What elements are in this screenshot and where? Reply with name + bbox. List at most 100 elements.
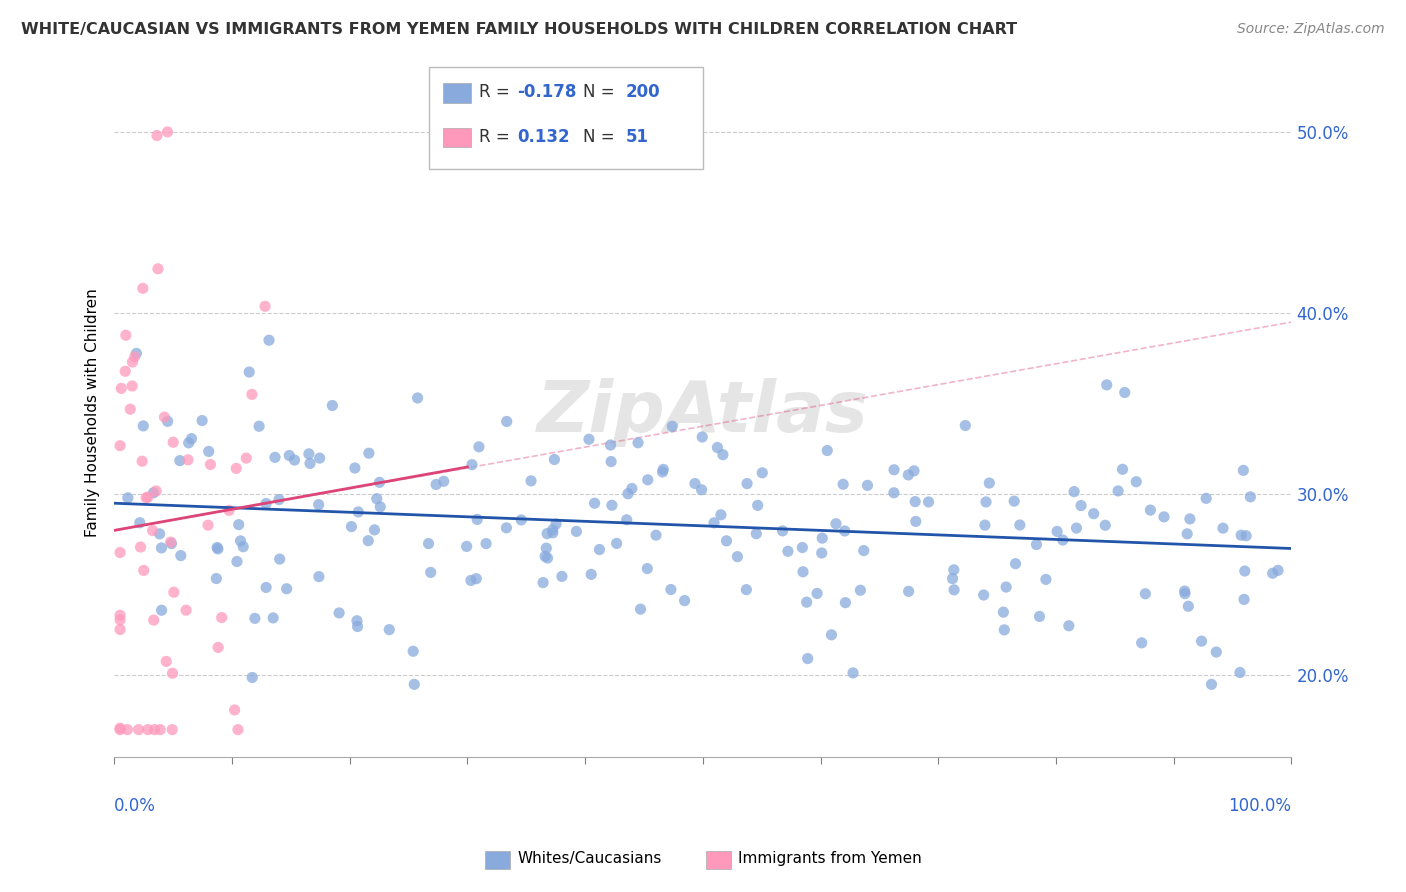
Point: [1201, 677, 1223, 691]
Point: [1174, 587, 1197, 601]
Point: [495, 521, 517, 535]
Point: [772, 524, 794, 538]
Point: [283, 453, 305, 467]
Point: [142, 485, 165, 500]
Point: [368, 475, 391, 490]
Point: [543, 452, 565, 467]
Point: [856, 478, 879, 492]
Point: [811, 531, 834, 545]
Text: -0.178: -0.178: [517, 83, 576, 101]
Point: [1046, 524, 1069, 539]
Point: [1063, 484, 1085, 499]
Point: [627, 435, 650, 450]
Point: [1070, 499, 1092, 513]
Point: [711, 448, 734, 462]
Point: [121, 379, 143, 393]
Point: [834, 524, 856, 538]
Point: [796, 595, 818, 609]
Point: [1094, 518, 1116, 533]
Point: [904, 515, 927, 529]
Point: [218, 503, 240, 517]
Point: [1239, 490, 1261, 504]
Point: [120, 402, 142, 417]
Point: [849, 583, 872, 598]
Point: [224, 703, 246, 717]
Point: [468, 440, 491, 454]
Point: [1125, 475, 1147, 489]
Point: [162, 666, 184, 681]
Point: [347, 505, 370, 519]
Point: [269, 552, 291, 566]
Point: [973, 588, 995, 602]
Point: [128, 516, 150, 530]
Point: [131, 454, 153, 468]
Point: [897, 467, 920, 482]
Point: [1234, 529, 1257, 543]
Point: [661, 419, 683, 434]
Point: [534, 549, 557, 564]
Point: [541, 523, 564, 537]
Point: [136, 723, 159, 737]
Text: WHITE/CAUCASIAN VS IMMIGRANTS FROM YEMEN FAMILY HOUSEHOLDS WITH CHILDREN CORRELA: WHITE/CAUCASIAN VS IMMIGRANTS FROM YEMEN…: [21, 22, 1017, 37]
Point: [159, 535, 181, 549]
Point: [143, 723, 166, 737]
Point: [636, 561, 658, 575]
Point: [205, 572, 228, 586]
Point: [834, 596, 856, 610]
Point: [1025, 537, 1047, 551]
Point: [156, 125, 179, 139]
Point: [1175, 526, 1198, 541]
Point: [703, 516, 725, 530]
Point: [402, 644, 425, 658]
Point: [1095, 377, 1118, 392]
Point: [465, 512, 488, 526]
Point: [955, 418, 977, 433]
Point: [852, 543, 875, 558]
Point: [226, 723, 249, 737]
Point: [751, 466, 773, 480]
Point: [142, 613, 165, 627]
Point: [792, 565, 814, 579]
Text: R =: R =: [479, 128, 516, 145]
Point: [108, 439, 131, 453]
Point: [1004, 557, 1026, 571]
Point: [363, 523, 385, 537]
Text: N =: N =: [583, 128, 620, 145]
Point: [825, 516, 848, 531]
Point: [690, 483, 713, 497]
Point: [616, 513, 638, 527]
Point: [815, 443, 838, 458]
Point: [207, 541, 229, 556]
Point: [536, 541, 558, 556]
Point: [544, 516, 567, 531]
Point: [1232, 463, 1254, 477]
Point: [1177, 599, 1199, 614]
Point: [842, 665, 865, 680]
Point: [747, 499, 769, 513]
Point: [745, 526, 768, 541]
Point: [1205, 645, 1227, 659]
Point: [197, 444, 219, 458]
Point: [404, 677, 426, 691]
Point: [832, 477, 855, 491]
Point: [197, 518, 219, 533]
Point: [180, 432, 202, 446]
Point: [1230, 528, 1253, 542]
Point: [346, 614, 368, 628]
Point: [1139, 503, 1161, 517]
Point: [1052, 533, 1074, 547]
Point: [238, 365, 260, 379]
Text: Immigrants from Yemen: Immigrants from Yemen: [738, 851, 922, 865]
Point: [810, 546, 832, 560]
Point: [903, 464, 925, 478]
Point: [1212, 521, 1234, 535]
Point: [129, 540, 152, 554]
Point: [1153, 509, 1175, 524]
Point: [541, 525, 564, 540]
Point: [276, 582, 298, 596]
Point: [153, 410, 176, 425]
Point: [163, 585, 186, 599]
Point: [142, 524, 165, 538]
Point: [229, 533, 252, 548]
Point: [1174, 584, 1197, 599]
